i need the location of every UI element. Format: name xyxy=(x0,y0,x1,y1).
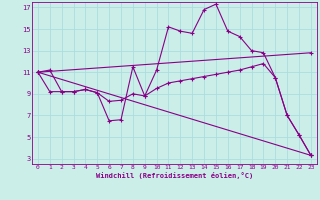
X-axis label: Windchill (Refroidissement éolien,°C): Windchill (Refroidissement éolien,°C) xyxy=(96,172,253,179)
